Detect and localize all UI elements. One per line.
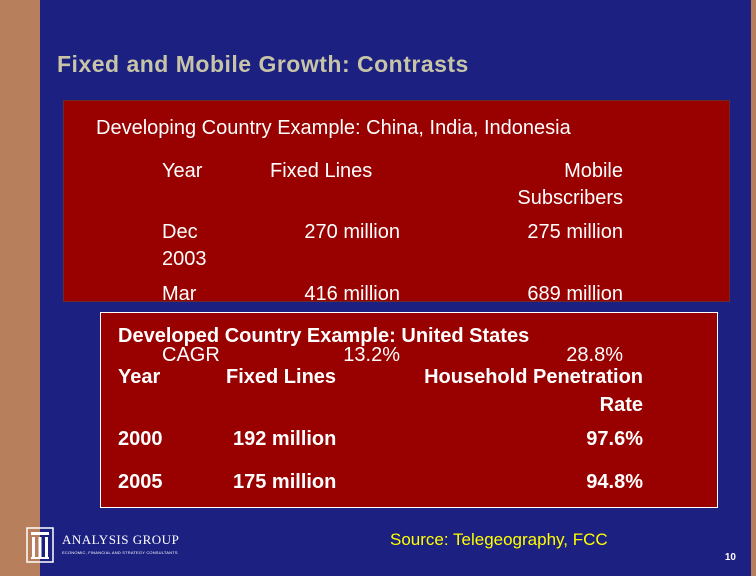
us-row1-penetration: 97.6%	[586, 428, 643, 450]
right-accent-bar	[751, 0, 756, 576]
dev-header-fixed: Fixed Lines	[270, 160, 373, 182]
dev-cagr-mobile: 28.8%	[566, 344, 623, 366]
dev-row1-mobile: 275 million	[527, 221, 623, 243]
us-row2-penetration: 94.8%	[586, 471, 643, 493]
dev-cagr-fixed: 13.2%	[343, 344, 400, 366]
us-header-year: Year	[118, 366, 161, 388]
source-note: Source: Telegeography, FCC	[390, 530, 608, 549]
analysis-group-logo: ANALYSIS GROUP ECONOMIC, FINANCIAL AND S…	[24, 526, 179, 568]
dev-row2-year-line1: Mar	[162, 283, 197, 305]
us-header-penetration-line1: Household Penetration	[424, 366, 643, 388]
dev-header-mobile-line1: Mobile	[564, 160, 623, 182]
page-number: 10	[724, 552, 736, 563]
developed-panel	[100, 312, 718, 508]
us-row1-year: 2000	[118, 428, 163, 450]
dev-row1-fixed: 270 million	[304, 221, 400, 243]
us-row2-fixed: 175 million	[233, 471, 337, 493]
columns-building-icon	[26, 527, 54, 563]
left-accent-bar	[0, 0, 40, 576]
developing-panel	[63, 100, 730, 302]
logo-tagline: ECONOMIC, FINANCIAL AND STRATEGY CONSULT…	[62, 550, 178, 555]
us-header-penetration-line2: Rate	[599, 394, 643, 416]
logo-wordmark: ANALYSIS GROUP	[62, 532, 180, 547]
us-row2-year: 2005	[118, 471, 163, 493]
dev-row1-year-line1: Dec	[162, 221, 198, 243]
developed-heading: Developed Country Example: United States	[118, 325, 530, 347]
dev-header-year: Year	[162, 160, 203, 182]
dev-header-mobile-line2: Subscribers	[517, 187, 623, 209]
us-row1-fixed: 192 million	[233, 428, 337, 450]
dev-row2-fixed: 416 million	[304, 283, 400, 305]
slide-title: Fixed and Mobile Growth: Contrasts	[57, 51, 469, 77]
dev-row1-year-line2: 2003	[162, 248, 207, 270]
dev-cagr-label: CAGR	[162, 344, 220, 366]
us-header-fixed: Fixed Lines	[226, 366, 337, 388]
dev-row2-mobile: 689 million	[527, 283, 623, 305]
developing-heading: Developing Country Example: China, India…	[96, 117, 571, 139]
